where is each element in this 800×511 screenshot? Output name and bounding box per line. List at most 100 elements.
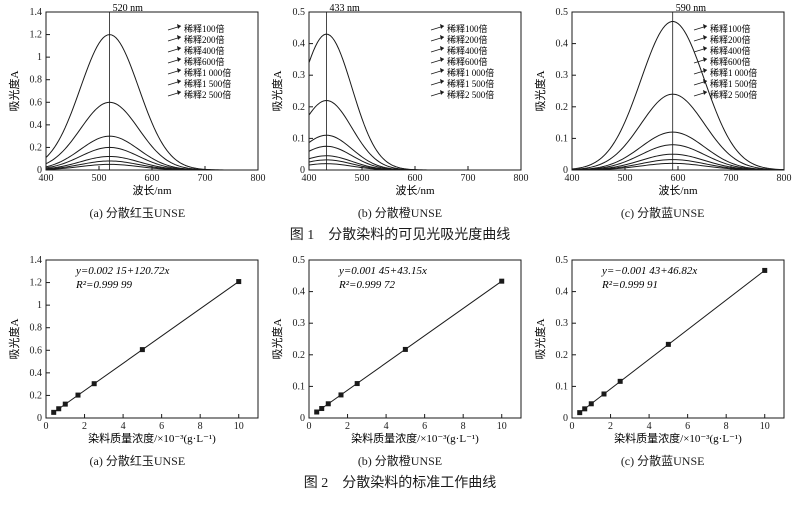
svg-text:0: 0 xyxy=(37,413,42,424)
svg-text:0.4: 0.4 xyxy=(555,287,568,298)
svg-text:吸光度A: 吸光度A xyxy=(534,70,547,111)
svg-text:吸光度A: 吸光度A xyxy=(271,318,284,359)
fig1-panel-0: 40050060070080000.20.40.60.811.21.4波长/nm… xyxy=(8,4,266,224)
svg-text:0: 0 xyxy=(37,165,42,176)
svg-text:1.4: 1.4 xyxy=(30,255,43,266)
svg-text:0.3: 0.3 xyxy=(555,318,568,329)
svg-text:吸光度A: 吸光度A xyxy=(534,318,547,359)
svg-text:520 nm: 520 nm xyxy=(113,4,144,14)
svg-text:1: 1 xyxy=(37,52,42,63)
svg-text:吸光度A: 吸光度A xyxy=(8,318,21,359)
svg-text:染料质量浓度/×10⁻³(g·L⁻¹): 染料质量浓度/×10⁻³(g·L⁻¹) xyxy=(614,431,742,445)
svg-text:0: 0 xyxy=(44,421,49,432)
svg-text:0.2: 0.2 xyxy=(292,102,305,113)
fig2-chart-2: 024681000.10.20.30.40.5染料质量浓度/×10⁻³(g·L⁻… xyxy=(534,252,792,452)
svg-text:4: 4 xyxy=(384,421,389,432)
svg-text:10: 10 xyxy=(497,421,507,432)
svg-text:稀释200倍: 稀释200倍 xyxy=(710,34,751,45)
svg-text:波长/nm: 波长/nm xyxy=(133,184,173,197)
svg-text:稀释1 500倍: 稀释1 500倍 xyxy=(447,78,494,89)
svg-text:600: 600 xyxy=(145,173,160,184)
svg-text:稀释2 500倍: 稀释2 500倍 xyxy=(184,89,231,100)
figure-2-row: 024681000.20.40.60.811.21.4染料质量浓度/×10⁻³(… xyxy=(0,244,800,472)
svg-text:0.2: 0.2 xyxy=(292,350,305,361)
svg-text:0.2: 0.2 xyxy=(30,390,43,401)
fig2-panel-2: 024681000.10.20.30.40.5染料质量浓度/×10⁻³(g·L⁻… xyxy=(534,252,792,472)
svg-text:800: 800 xyxy=(776,173,791,184)
svg-text:700: 700 xyxy=(460,173,475,184)
svg-text:0.4: 0.4 xyxy=(30,368,43,379)
fig2-panel-0: 024681000.20.40.60.811.21.4染料质量浓度/×10⁻³(… xyxy=(8,252,266,472)
r-squared: R²=0.999 72 xyxy=(338,279,395,291)
svg-text:0.5: 0.5 xyxy=(555,255,568,266)
svg-text:8: 8 xyxy=(723,421,728,432)
svg-text:700: 700 xyxy=(198,173,213,184)
svg-text:6: 6 xyxy=(685,421,690,432)
svg-text:染料质量浓度/×10⁻³(g·L⁻¹): 染料质量浓度/×10⁻³(g·L⁻¹) xyxy=(351,431,479,445)
svg-text:0: 0 xyxy=(563,413,568,424)
svg-text:稀释400倍: 稀释400倍 xyxy=(184,45,225,56)
svg-text:0: 0 xyxy=(300,165,305,176)
svg-text:稀释100倍: 稀释100倍 xyxy=(184,23,225,34)
fig1-chart-2: 40050060070080000.10.20.30.40.5波长/nm吸光度A… xyxy=(534,4,792,204)
svg-text:0: 0 xyxy=(306,421,311,432)
svg-text:0.6: 0.6 xyxy=(30,345,43,356)
svg-text:0.3: 0.3 xyxy=(555,70,568,81)
fig2-chart-1: 024681000.10.20.30.40.5染料质量浓度/×10⁻³(g·L⁻… xyxy=(271,252,529,452)
svg-text:稀释2 500倍: 稀释2 500倍 xyxy=(447,89,494,100)
svg-text:稀释600倍: 稀释600倍 xyxy=(447,56,488,67)
svg-text:0.8: 0.8 xyxy=(30,75,43,86)
fig2-sub-2: (c) 分散蓝UNSE xyxy=(534,452,792,469)
figure-1-row: 40050060070080000.20.40.60.811.21.4波长/nm… xyxy=(0,0,800,224)
fig2-sub-0: (a) 分散红玉UNSE xyxy=(8,452,266,469)
svg-text:2: 2 xyxy=(345,421,350,432)
svg-text:500: 500 xyxy=(92,173,107,184)
svg-text:433 nm: 433 nm xyxy=(329,4,360,14)
fig2-panel-1: 024681000.10.20.30.40.5染料质量浓度/×10⁻³(g·L⁻… xyxy=(271,252,529,472)
svg-text:稀释200倍: 稀释200倍 xyxy=(447,34,488,45)
svg-text:稀释1 500倍: 稀释1 500倍 xyxy=(184,78,231,89)
svg-text:0.2: 0.2 xyxy=(555,102,568,113)
fig1-chart-1: 40050060070080000.10.20.30.40.5波长/nm吸光度A… xyxy=(271,4,529,204)
svg-text:波长/nm: 波长/nm xyxy=(395,184,435,197)
svg-text:2: 2 xyxy=(608,421,613,432)
svg-text:0.8: 0.8 xyxy=(30,323,43,334)
svg-text:稀释200倍: 稀释200倍 xyxy=(184,34,225,45)
svg-text:0.5: 0.5 xyxy=(555,7,568,18)
svg-text:稀释1 000倍: 稀释1 000倍 xyxy=(710,67,757,78)
equation: y=0.002 15+120.72x xyxy=(75,265,169,277)
svg-text:染料质量浓度/×10⁻³(g·L⁻¹): 染料质量浓度/×10⁻³(g·L⁻¹) xyxy=(88,431,216,445)
svg-text:0.4: 0.4 xyxy=(292,287,305,298)
fig2-sub-1: (b) 分散橙UNSE xyxy=(271,452,529,469)
svg-text:4: 4 xyxy=(646,421,651,432)
svg-text:稀释400倍: 稀释400倍 xyxy=(447,45,488,56)
svg-text:0: 0 xyxy=(569,421,574,432)
fig1-sub-1: (b) 分散橙UNSE xyxy=(271,204,529,221)
svg-text:0.1: 0.1 xyxy=(555,133,568,144)
svg-text:2: 2 xyxy=(82,421,87,432)
svg-text:0.4: 0.4 xyxy=(555,39,568,50)
svg-text:800: 800 xyxy=(251,173,266,184)
fig1-panel-1: 40050060070080000.10.20.30.40.5波长/nm吸光度A… xyxy=(271,4,529,224)
svg-text:0.1: 0.1 xyxy=(555,381,568,392)
svg-text:0.1: 0.1 xyxy=(292,381,305,392)
svg-text:0.1: 0.1 xyxy=(292,133,305,144)
svg-text:稀释100倍: 稀释100倍 xyxy=(710,23,751,34)
svg-text:800: 800 xyxy=(513,173,528,184)
equation: y=−0.001 43+46.82x xyxy=(601,265,697,277)
r-squared: R²=0.999 99 xyxy=(75,279,132,291)
svg-text:0: 0 xyxy=(300,413,305,424)
svg-text:0.3: 0.3 xyxy=(292,318,305,329)
svg-text:0.2: 0.2 xyxy=(30,142,43,153)
figure-2-caption: 图 2 分散染料的标准工作曲线 xyxy=(0,472,800,492)
svg-text:0.4: 0.4 xyxy=(30,120,43,131)
svg-text:稀释400倍: 稀释400倍 xyxy=(710,45,751,56)
svg-text:6: 6 xyxy=(159,421,164,432)
svg-text:1: 1 xyxy=(37,300,42,311)
fig1-panel-2: 40050060070080000.10.20.30.40.5波长/nm吸光度A… xyxy=(534,4,792,224)
svg-text:0: 0 xyxy=(563,165,568,176)
svg-text:1.4: 1.4 xyxy=(30,7,43,18)
svg-text:稀释100倍: 稀释100倍 xyxy=(447,23,488,34)
fig2-chart-0: 024681000.20.40.60.811.21.4染料质量浓度/×10⁻³(… xyxy=(8,252,266,452)
svg-text:波长/nm: 波长/nm xyxy=(658,184,698,197)
